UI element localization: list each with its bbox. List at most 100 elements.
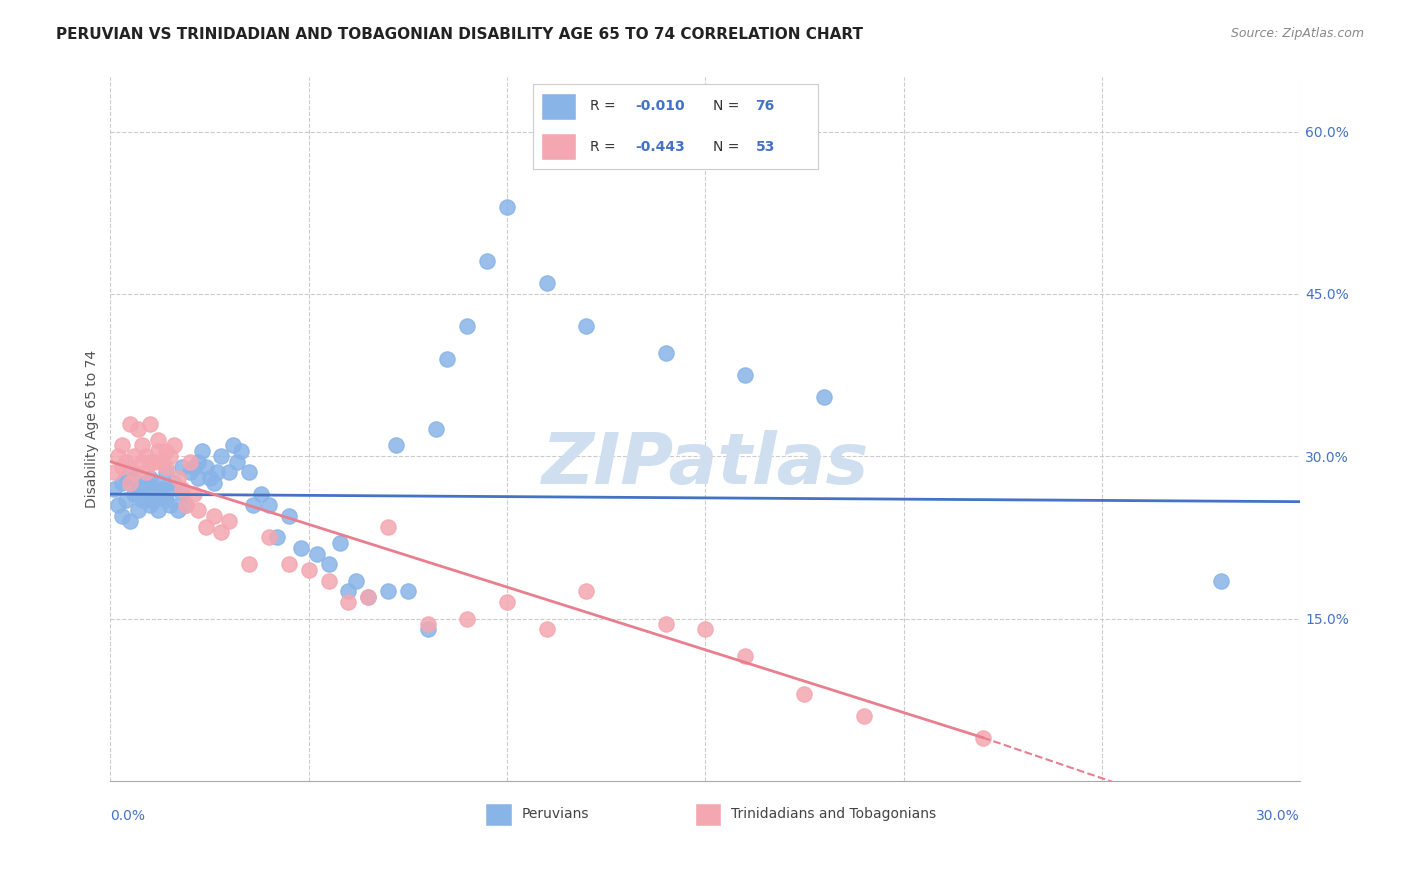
Text: ZIPatlas: ZIPatlas xyxy=(541,430,869,499)
Point xyxy=(266,530,288,544)
Point xyxy=(194,460,217,475)
Point xyxy=(222,438,245,452)
Point xyxy=(135,476,157,491)
Point xyxy=(734,649,756,664)
Point xyxy=(139,417,162,431)
Point xyxy=(277,508,299,523)
Point xyxy=(238,558,260,572)
Point xyxy=(170,487,193,501)
Point xyxy=(575,319,598,334)
Point xyxy=(174,498,197,512)
Point xyxy=(852,709,875,723)
Point xyxy=(150,482,173,496)
Point xyxy=(337,595,360,609)
Point xyxy=(159,482,181,496)
Point xyxy=(139,471,162,485)
Point xyxy=(155,492,177,507)
Point xyxy=(344,574,367,588)
Point xyxy=(139,482,162,496)
Point xyxy=(139,498,162,512)
Point xyxy=(150,487,173,501)
Point xyxy=(135,492,157,507)
Point xyxy=(377,584,399,599)
Point xyxy=(396,584,419,599)
Point xyxy=(103,482,125,496)
Point xyxy=(115,455,138,469)
Point xyxy=(146,503,169,517)
Point xyxy=(318,558,340,572)
Point xyxy=(187,503,209,517)
Point xyxy=(146,443,169,458)
Point xyxy=(150,455,173,469)
Point xyxy=(654,617,676,632)
Point xyxy=(127,503,149,517)
Point xyxy=(385,438,408,452)
Point xyxy=(242,498,264,512)
Point xyxy=(120,514,142,528)
Point xyxy=(174,498,197,512)
Point xyxy=(207,466,229,480)
Point xyxy=(654,346,676,360)
Point xyxy=(734,368,756,382)
Point xyxy=(305,547,328,561)
Point xyxy=(135,466,157,480)
Point xyxy=(131,482,153,496)
Point xyxy=(120,417,142,431)
Point xyxy=(298,563,321,577)
Point xyxy=(122,487,145,501)
Y-axis label: Disability Age 65 to 74: Disability Age 65 to 74 xyxy=(86,350,100,508)
Point xyxy=(202,508,225,523)
Point xyxy=(198,471,221,485)
Point xyxy=(357,590,380,604)
Point xyxy=(170,482,193,496)
Point xyxy=(163,438,186,452)
Point xyxy=(496,595,519,609)
Point xyxy=(187,455,209,469)
Point xyxy=(187,471,209,485)
Point xyxy=(436,351,458,366)
Point xyxy=(357,590,380,604)
Point xyxy=(155,443,177,458)
Point xyxy=(416,623,439,637)
Point xyxy=(131,438,153,452)
Point xyxy=(127,482,149,496)
Point xyxy=(575,584,598,599)
Point xyxy=(143,492,166,507)
Point xyxy=(1209,574,1232,588)
Point xyxy=(111,438,134,452)
Point xyxy=(120,476,142,491)
Point xyxy=(475,254,498,268)
Point xyxy=(536,276,558,290)
Point xyxy=(218,466,240,480)
Point xyxy=(139,455,162,469)
Point xyxy=(231,443,253,458)
Point xyxy=(107,498,129,512)
Point xyxy=(111,460,134,475)
Point xyxy=(425,422,447,436)
Point xyxy=(695,623,717,637)
Point xyxy=(226,455,249,469)
Point xyxy=(318,574,340,588)
Point xyxy=(536,623,558,637)
Point xyxy=(179,455,201,469)
Point xyxy=(277,558,299,572)
Point xyxy=(290,541,312,556)
Point xyxy=(218,514,240,528)
Point xyxy=(179,466,201,480)
Point xyxy=(211,524,233,539)
Point xyxy=(416,617,439,632)
Point xyxy=(377,519,399,533)
Point xyxy=(111,476,134,491)
Point xyxy=(170,460,193,475)
Point xyxy=(190,443,212,458)
Point xyxy=(337,584,360,599)
Point xyxy=(211,449,233,463)
Point xyxy=(257,530,280,544)
Point xyxy=(115,471,138,485)
Text: 0.0%: 0.0% xyxy=(111,809,145,823)
Point xyxy=(329,536,352,550)
Point xyxy=(127,422,149,436)
Point xyxy=(131,492,153,507)
Point xyxy=(257,498,280,512)
Text: Source: ZipAtlas.com: Source: ZipAtlas.com xyxy=(1230,27,1364,40)
